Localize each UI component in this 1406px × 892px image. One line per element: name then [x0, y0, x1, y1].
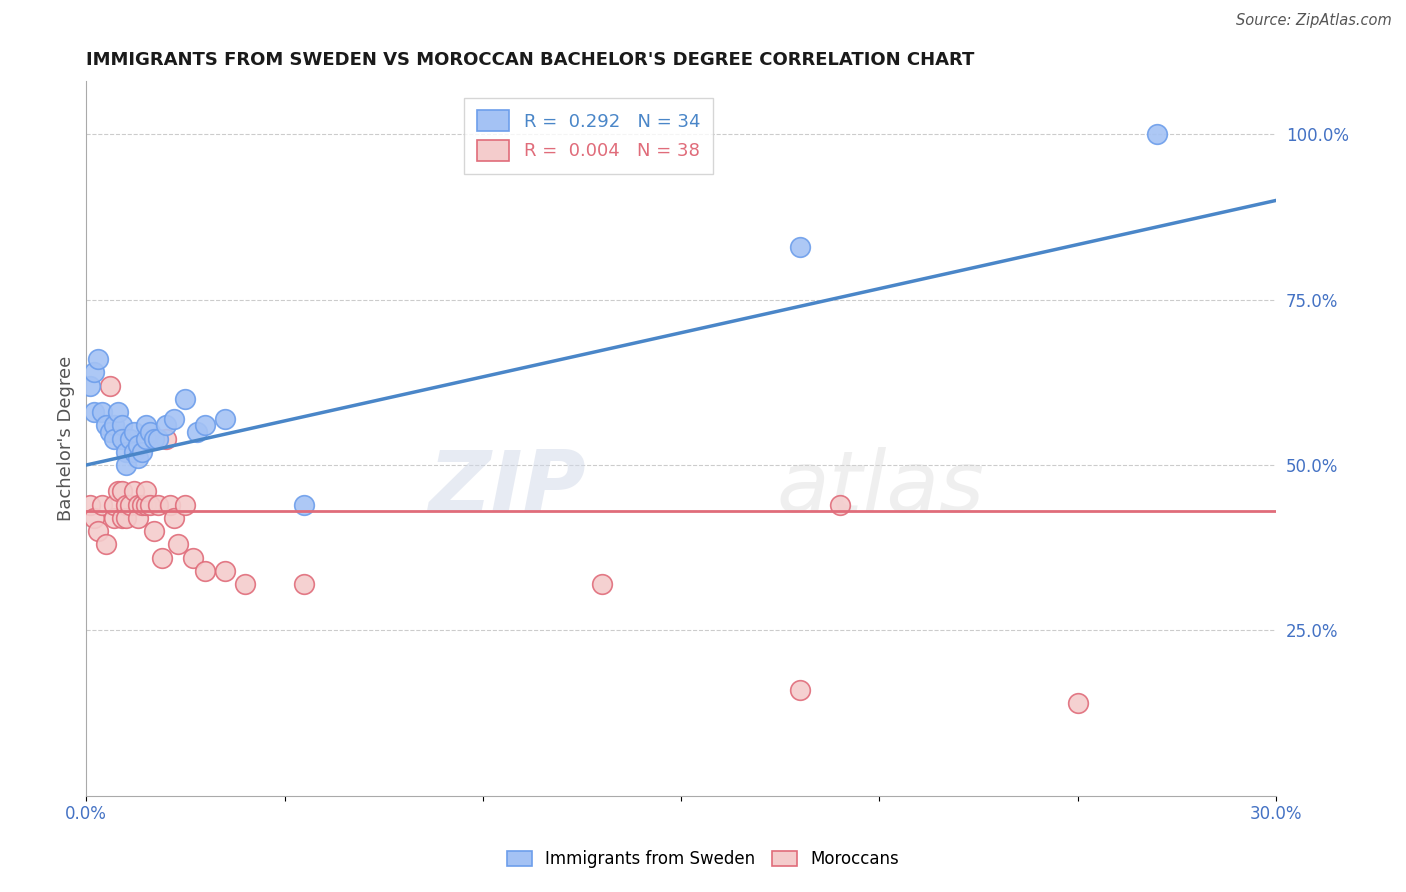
Point — [115, 458, 138, 472]
Point — [135, 432, 157, 446]
Point — [103, 498, 125, 512]
Point — [1146, 128, 1168, 142]
Point — [155, 418, 177, 433]
Point — [789, 682, 811, 697]
Point — [79, 498, 101, 512]
Point — [91, 498, 114, 512]
Point — [111, 432, 134, 446]
Point — [98, 425, 121, 439]
Point — [591, 577, 613, 591]
Point — [135, 418, 157, 433]
Point — [94, 537, 117, 551]
Point — [174, 498, 197, 512]
Point — [115, 444, 138, 458]
Point — [214, 564, 236, 578]
Point — [103, 432, 125, 446]
Point — [83, 365, 105, 379]
Point — [1067, 696, 1090, 710]
Point — [789, 240, 811, 254]
Point — [111, 418, 134, 433]
Legend: R =  0.292   N = 34, R =  0.004   N = 38: R = 0.292 N = 34, R = 0.004 N = 38 — [464, 97, 713, 174]
Text: ZIP: ZIP — [429, 447, 586, 530]
Point — [127, 511, 149, 525]
Point — [142, 524, 165, 538]
Point — [127, 438, 149, 452]
Legend: Immigrants from Sweden, Moroccans: Immigrants from Sweden, Moroccans — [501, 844, 905, 875]
Point — [194, 418, 217, 433]
Point — [828, 498, 851, 512]
Point — [139, 425, 162, 439]
Point — [214, 411, 236, 425]
Point — [115, 498, 138, 512]
Text: IMMIGRANTS FROM SWEDEN VS MOROCCAN BACHELOR'S DEGREE CORRELATION CHART: IMMIGRANTS FROM SWEDEN VS MOROCCAN BACHE… — [86, 51, 974, 69]
Point — [118, 432, 141, 446]
Point — [194, 564, 217, 578]
Point — [174, 392, 197, 406]
Point — [98, 378, 121, 392]
Point — [155, 432, 177, 446]
Point — [115, 511, 138, 525]
Point — [122, 444, 145, 458]
Point — [79, 378, 101, 392]
Point — [103, 511, 125, 525]
Point — [94, 418, 117, 433]
Point — [87, 524, 110, 538]
Point — [135, 484, 157, 499]
Point — [139, 498, 162, 512]
Point — [146, 432, 169, 446]
Point — [159, 498, 181, 512]
Point — [162, 511, 184, 525]
Point — [111, 484, 134, 499]
Point — [83, 405, 105, 419]
Point — [150, 550, 173, 565]
Point — [142, 432, 165, 446]
Point — [294, 577, 316, 591]
Point — [107, 405, 129, 419]
Text: atlas: atlas — [776, 447, 984, 530]
Point — [146, 498, 169, 512]
Y-axis label: Bachelor's Degree: Bachelor's Degree — [58, 356, 75, 521]
Point — [294, 498, 316, 512]
Point — [118, 498, 141, 512]
Point — [127, 451, 149, 466]
Point — [122, 484, 145, 499]
Point — [166, 537, 188, 551]
Point — [135, 498, 157, 512]
Point — [186, 425, 208, 439]
Text: Source: ZipAtlas.com: Source: ZipAtlas.com — [1236, 13, 1392, 29]
Point — [131, 498, 153, 512]
Point — [183, 550, 205, 565]
Point — [131, 444, 153, 458]
Point — [233, 577, 256, 591]
Point — [162, 411, 184, 425]
Point — [91, 405, 114, 419]
Point — [111, 511, 134, 525]
Point — [107, 484, 129, 499]
Point — [122, 425, 145, 439]
Point — [127, 498, 149, 512]
Point — [83, 511, 105, 525]
Point — [87, 352, 110, 367]
Point — [103, 418, 125, 433]
